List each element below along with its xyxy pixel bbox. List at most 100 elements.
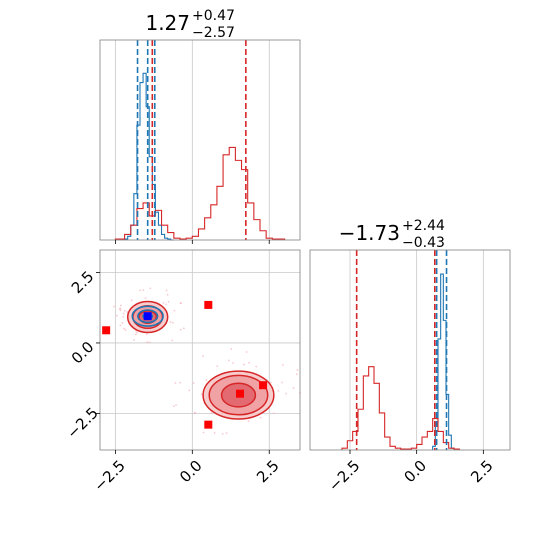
- sample-points: [113, 287, 301, 435]
- sample-point: [281, 381, 284, 384]
- sample-point: [202, 431, 205, 434]
- title-upper-error: +2.44: [402, 218, 445, 234]
- panel-frame: [99, 249, 301, 451]
- sample-point: [134, 333, 137, 336]
- sample-point: [162, 301, 165, 304]
- sample-point: [179, 381, 182, 384]
- sample-point: [123, 309, 126, 312]
- sample-point: [285, 392, 287, 395]
- y-tick-label: −2.5: [63, 404, 101, 442]
- sample-point: [205, 379, 208, 381]
- red-square-marker: [259, 381, 268, 390]
- sample-point: [172, 405, 175, 408]
- sample-point: [139, 289, 142, 292]
- sample-point: [200, 393, 203, 396]
- blue-square-marker: [143, 312, 152, 321]
- sample-point: [248, 361, 250, 364]
- panel-frame: [99, 39, 301, 241]
- sample-point: [175, 404, 177, 406]
- sample-point: [145, 333, 148, 336]
- x-tick-label: 0.0: [401, 457, 431, 487]
- sample-point: [142, 289, 145, 292]
- sample-point: [148, 341, 151, 344]
- y-tick-label: 2.5: [68, 267, 98, 297]
- x-tick-label: 2.5: [253, 457, 283, 487]
- title-value: −1.73: [339, 221, 400, 245]
- sample-point: [130, 299, 133, 302]
- sample-point: [126, 311, 129, 313]
- sample-point: [119, 304, 122, 307]
- sample-point: [295, 373, 298, 376]
- sample-point: [119, 309, 122, 312]
- panel-title: 1.27 +0.47−2.57: [145, 8, 234, 41]
- sample-point: [149, 287, 152, 290]
- sample-point: [179, 328, 182, 331]
- sample-point: [221, 432, 224, 435]
- sample-point: [167, 300, 170, 303]
- sample-point: [188, 389, 191, 392]
- red-square-marker: [236, 389, 244, 398]
- sample-point: [210, 412, 213, 415]
- sample-point: [113, 305, 115, 308]
- sample-point: [180, 301, 183, 304]
- histogram-series-red: [114, 146, 286, 240]
- sample-point: [213, 432, 216, 434]
- red-square-marker: [102, 326, 111, 335]
- sample-point: [135, 331, 138, 334]
- x-tick-label: −2.5: [325, 457, 363, 495]
- title-lower-error: −0.43: [402, 235, 445, 251]
- x-tick-label: 2.5: [467, 457, 497, 487]
- red-square-marker: [204, 300, 213, 309]
- sample-point: [193, 412, 196, 415]
- histogram-series-red: [341, 366, 460, 450]
- sample-point: [277, 389, 280, 392]
- sample-point: [119, 307, 122, 310]
- blue-contour-level: [131, 305, 164, 327]
- sample-point: [146, 341, 149, 344]
- sample-point: [225, 432, 228, 434]
- panel-bottom-right-histogram: −2.5 0.0 2.5 −1.73 +2.44−0.43: [309, 218, 511, 495]
- title-upper-error: +0.47: [192, 8, 235, 24]
- title-lower-error: −2.57: [192, 25, 235, 41]
- panel-title: −1.73 +2.44−0.43: [339, 218, 445, 251]
- sample-point: [292, 387, 295, 389]
- sample-point: [296, 369, 299, 371]
- panel-top-left-histogram: 1.27 +0.47−2.57: [99, 8, 301, 244]
- panel-frame: [309, 249, 511, 451]
- x-tick-label: 0.0: [176, 457, 206, 487]
- sample-point: [232, 362, 235, 364]
- sample-point: [115, 314, 118, 317]
- sample-point: [174, 382, 177, 384]
- sample-point: [169, 321, 172, 323]
- sample-point: [281, 364, 284, 366]
- sample-point: [124, 329, 127, 331]
- sample-point: [123, 327, 125, 330]
- sample-point: [243, 363, 245, 366]
- sample-point: [171, 339, 174, 342]
- sample-point: [119, 324, 122, 327]
- sample-point: [122, 312, 125, 315]
- sample-point: [259, 416, 262, 419]
- sample-point: [255, 365, 258, 368]
- sample-point: [165, 289, 168, 292]
- sample-point: [192, 382, 195, 384]
- sample-point: [165, 303, 168, 306]
- sample-point: [144, 297, 147, 300]
- sample-point: [230, 348, 233, 350]
- sample-point: [227, 359, 230, 362]
- sample-point: [270, 381, 272, 384]
- sample-point: [122, 315, 125, 318]
- sample-point: [171, 321, 174, 324]
- sample-point: [272, 412, 275, 415]
- sample-point: [121, 322, 124, 324]
- sample-point: [247, 420, 250, 423]
- sample-point: [182, 327, 185, 330]
- sample-point: [166, 293, 169, 296]
- x-tick-label: −2.5: [90, 457, 128, 495]
- panel-bottom-left-scatter: −2.5 0.0 2.5 −2.5 0.0 2.5: [63, 249, 301, 495]
- sample-point: [245, 351, 248, 353]
- y-tick-label: 0.0: [68, 338, 98, 368]
- sample-point: [216, 365, 219, 368]
- sample-point: [173, 309, 176, 312]
- title-value: 1.27: [145, 11, 190, 35]
